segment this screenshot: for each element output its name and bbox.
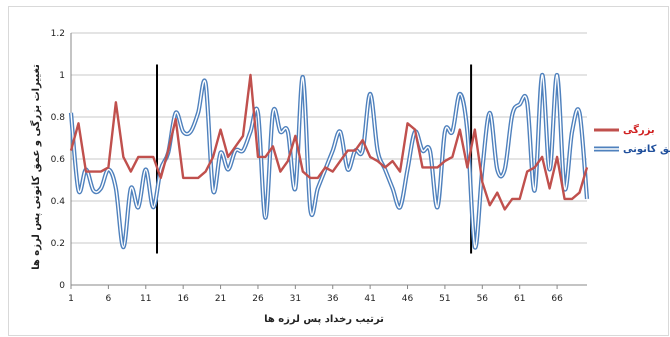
x-tick-label: 21 [215, 294, 226, 304]
x-tick-label: 16 [177, 294, 189, 304]
x-tick-label: 61 [514, 294, 525, 304]
y-tick-labels: 0 0.2 0.4 0.6 0.8 1 1.2 [51, 29, 66, 291]
x-tick-labels: 1 6 11 16 21 26 31 36 41 46 51 56 61 66 [68, 285, 563, 304]
y-tick-label: 0.2 [51, 239, 65, 249]
legend: بزرگی عمق کانونی [594, 123, 670, 155]
x-tick-label: 36 [327, 294, 339, 304]
x-tick-label: 6 [106, 294, 112, 304]
x-axis-title: ترتیب رخداد پس لرزه ها [264, 314, 384, 325]
y-tick-label: 0 [59, 281, 65, 291]
y-tick-label: 0.6 [51, 155, 66, 165]
series-magnitude-line [69, 73, 589, 211]
y-tick-label: 0.4 [51, 197, 66, 207]
x-tick-label: 66 [551, 294, 563, 304]
x-tick-label: 11 [140, 294, 151, 304]
y-tick-label: 1 [59, 71, 65, 81]
x-tick-label: 1 [68, 294, 74, 304]
line-chart: 00.20.40.60.811.2 1 6 11 16 21 26 31 36 41 46 51 56… [29, 29, 670, 325]
legend-label-depth: عمق کانونی [623, 144, 670, 155]
y-tick-label: 0.8 [51, 113, 66, 123]
x-tick-label: 26 [252, 294, 264, 304]
x-tick-label: 46 [402, 294, 414, 304]
y-axis-title: تغییرات بزرگی و عمق کانونی پس لرزه ها [29, 64, 42, 270]
x-tick-label: 51 [439, 294, 450, 304]
series-lines [68, 72, 590, 250]
series-depth-line-inner [70, 74, 588, 248]
x-tick-label: 56 [477, 294, 489, 304]
y-tick-label: 1.2 [51, 29, 65, 39]
x-tick-label: 41 [364, 294, 375, 304]
x-tick-label: 31 [290, 294, 301, 304]
chart-frame: 0 0.2 0.4 0.6 0.8 1 1.2 1 6 11 16 21 26 31 36 41 46 51 56… [8, 6, 670, 336]
legend-label-magnitude: بزرگی [623, 123, 655, 136]
